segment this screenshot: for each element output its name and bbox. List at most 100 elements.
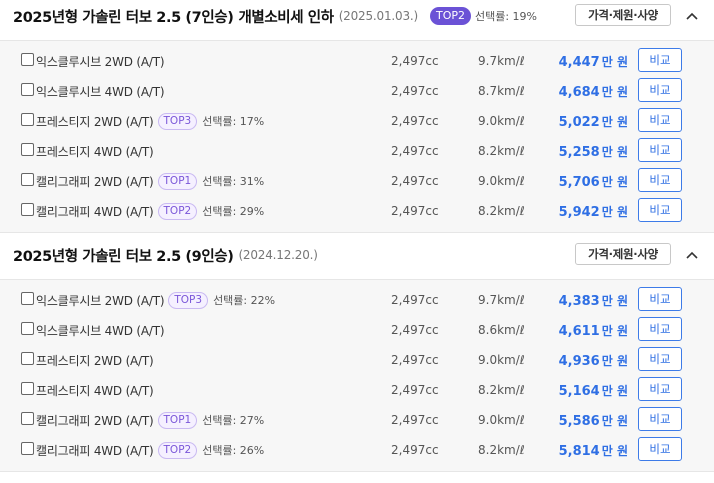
trim-group-header: 2025년형 가솔린 터보 2.5 (7인승) 개별소비세 인하 (2025.0…: [0, 0, 714, 41]
fuel-efficiency: 8.2km/ℓ: [478, 383, 525, 397]
engine-cc: 2,497cc: [391, 114, 439, 128]
price-value: 5,706: [558, 175, 600, 190]
fuel-efficiency: 9.7km/ℓ: [478, 54, 525, 68]
trim-name: 캘리그래피 2WD (A/T): [36, 413, 154, 428]
price-value: 4,936: [558, 354, 600, 369]
trim-price: 5,258 만 원: [559, 141, 628, 163]
trim-price: 4,684 만 원: [559, 81, 628, 103]
checkbox-icon[interactable]: [21, 442, 34, 455]
trim-price: 5,164 만 원: [559, 380, 628, 402]
group-date: (2024.12.20.): [238, 248, 318, 262]
checkbox-icon[interactable]: [21, 173, 34, 186]
price-value: 4,611: [558, 324, 600, 339]
trim-price: 5,942 만 원: [559, 201, 628, 223]
checkbox-icon[interactable]: [21, 113, 34, 126]
compare-button[interactable]: 비교: [638, 48, 682, 72]
engine-cc: 2,497cc: [391, 293, 439, 307]
compare-button[interactable]: 비교: [638, 108, 682, 132]
trim-group-header: 2025년형 가솔린 터보 2.5 (9인승) (2024.12.20.) 가격…: [0, 233, 714, 280]
chevron-up-icon[interactable]: [684, 247, 700, 263]
trim-row: 익스클루시브 2WD (A/T) TOP3 선택률: 22% 2,497cc 9…: [0, 286, 714, 316]
trim-price: 5,022 만 원: [559, 111, 628, 133]
group-title: 2025년형 가솔린 터보 2.5 (7인승): [13, 9, 234, 26]
trim-row: 캘리그래피 4WD (A/T) TOP2 선택률: 26% 2,497cc 8.…: [0, 436, 714, 466]
price-unit: 만 원: [601, 55, 628, 69]
trim-label[interactable]: 익스클루시브 2WD (A/T): [36, 51, 165, 71]
trim-label[interactable]: 프레스티지 2WD (A/T): [36, 350, 154, 370]
top-badge: TOP1: [157, 411, 198, 429]
compare-button[interactable]: 비교: [638, 138, 682, 162]
trim-row: 캘리그래피 2WD (A/T) TOP1 선택률: 27% 2,497cc 9.…: [0, 406, 714, 436]
trim-name: 익스클루시브 4WD (A/T): [36, 84, 165, 99]
price-unit: 만 원: [601, 175, 628, 189]
trim-label[interactable]: 익스클루시브 4WD (A/T): [36, 81, 165, 101]
trim-label[interactable]: 익스클루시브 4WD (A/T): [36, 320, 165, 340]
trim-label[interactable]: 프레스티지 2WD (A/T) TOP3 선택률: 17%: [36, 111, 264, 131]
selection-rate: 선택률: 26%: [202, 444, 265, 457]
trim-label[interactable]: 캘리그래피 2WD (A/T) TOP1 선택률: 31%: [36, 171, 264, 191]
fuel-efficiency: 8.7km/ℓ: [478, 84, 525, 98]
trim-row: 캘리그래피 2WD (A/T) TOP1 선택률: 31% 2,497cc 9.…: [0, 167, 714, 197]
trim-name: 캘리그래피 2WD (A/T): [36, 174, 154, 189]
price-value: 5,258: [558, 145, 600, 160]
compare-button[interactable]: 비교: [638, 407, 682, 431]
price-unit: 만 원: [601, 324, 628, 338]
compare-button[interactable]: 비교: [638, 168, 682, 192]
trim-price: 4,936 만 원: [559, 350, 628, 372]
checkbox-icon[interactable]: [21, 382, 34, 395]
checkbox-icon[interactable]: [21, 412, 34, 425]
checkbox-icon[interactable]: [21, 322, 34, 335]
price-value: 5,586: [558, 414, 600, 429]
price-spec-button[interactable]: 가격·제원·사양: [575, 4, 671, 26]
fuel-efficiency: 8.2km/ℓ: [478, 204, 525, 218]
trim-rows: 익스클루시브 2WD (A/T) 2,497cc 9.7km/ℓ 4,447 만 …: [0, 41, 714, 233]
fuel-efficiency: 9.7km/ℓ: [478, 293, 525, 307]
trim-rows: 익스클루시브 2WD (A/T) TOP3 선택률: 22% 2,497cc 9…: [0, 280, 714, 472]
checkbox-icon[interactable]: [21, 292, 34, 305]
engine-cc: 2,497cc: [391, 84, 439, 98]
fuel-efficiency: 8.2km/ℓ: [478, 443, 525, 457]
compare-button[interactable]: 비교: [638, 198, 682, 222]
trim-label[interactable]: 프레스티지 4WD (A/T): [36, 141, 154, 161]
selection-rate: 선택률: 31%: [202, 175, 265, 188]
checkbox-icon[interactable]: [21, 143, 34, 156]
selection-rate: 선택률: 27%: [202, 414, 265, 427]
trim-name: 익스클루시브 2WD (A/T): [36, 293, 165, 308]
compare-button[interactable]: 비교: [638, 437, 682, 461]
top-badge: TOP3: [168, 291, 209, 309]
checkbox-icon[interactable]: [21, 203, 34, 216]
trim-name: 캘리그래피 4WD (A/T): [36, 204, 154, 219]
trim-label[interactable]: 캘리그래피 2WD (A/T) TOP1 선택률: 27%: [36, 410, 264, 430]
compare-button[interactable]: 비교: [638, 347, 682, 371]
price-unit: 만 원: [601, 145, 628, 159]
engine-cc: 2,497cc: [391, 54, 439, 68]
engine-cc: 2,497cc: [391, 413, 439, 427]
compare-button[interactable]: 비교: [638, 287, 682, 311]
top-badge: TOP2: [157, 441, 198, 459]
trim-group-title: 2025년형 가솔린 터보 2.5 (9인승) (2024.12.20.): [13, 244, 318, 266]
trim-name: 프레스티지 2WD (A/T): [36, 353, 154, 368]
compare-button[interactable]: 비교: [638, 78, 682, 102]
trim-name: 프레스티지 4WD (A/T): [36, 383, 154, 398]
engine-cc: 2,497cc: [391, 204, 439, 218]
trim-label[interactable]: 프레스티지 4WD (A/T): [36, 380, 154, 400]
trim-group-title: 2025년형 가솔린 터보 2.5 (7인승) 개별소비세 인하 (2025.0…: [13, 5, 537, 27]
trim-label[interactable]: 익스클루시브 2WD (A/T) TOP3 선택률: 22%: [36, 290, 275, 310]
checkbox-icon[interactable]: [21, 83, 34, 96]
fuel-efficiency: 9.0km/ℓ: [478, 114, 525, 128]
checkbox-icon[interactable]: [21, 53, 34, 66]
trim-label[interactable]: 캘리그래피 4WD (A/T) TOP2 선택률: 26%: [36, 440, 264, 460]
price-spec-button[interactable]: 가격·제원·사양: [575, 243, 671, 265]
checkbox-icon[interactable]: [21, 352, 34, 365]
chevron-up-icon[interactable]: [684, 8, 700, 24]
engine-cc: 2,497cc: [391, 383, 439, 397]
trim-name: 익스클루시브 4WD (A/T): [36, 323, 165, 338]
trim-price: 4,447 만 원: [559, 51, 628, 73]
compare-button[interactable]: 비교: [638, 377, 682, 401]
trim-label[interactable]: 캘리그래피 4WD (A/T) TOP2 선택률: 29%: [36, 201, 264, 221]
trim-row: 익스클루시브 4WD (A/T) 2,497cc 8.7km/ℓ 4,684 만 …: [0, 77, 714, 107]
compare-button[interactable]: 비교: [638, 317, 682, 341]
engine-cc: 2,497cc: [391, 353, 439, 367]
price-unit: 만 원: [601, 444, 628, 458]
trim-name: 캘리그래피 4WD (A/T): [36, 443, 154, 458]
